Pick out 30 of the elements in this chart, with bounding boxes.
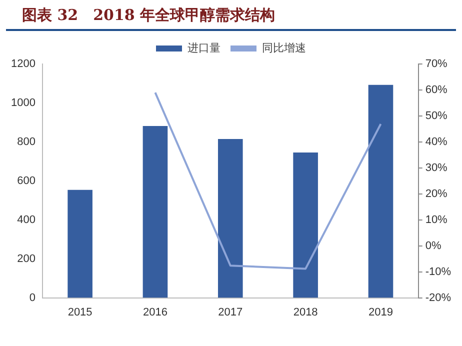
bar — [68, 190, 92, 298]
legend-label: 同比增速 — [262, 41, 306, 54]
y-tick-label: 1000 — [10, 97, 36, 109]
x-tick-label: 2018 — [293, 306, 318, 318]
x-tick-label: 2015 — [68, 306, 92, 318]
y-tick-label: 400 — [17, 214, 36, 226]
legend-label: 进口量 — [188, 41, 220, 54]
y-tick-label: 1200 — [10, 58, 36, 70]
y2-tick-label: -20% — [425, 292, 452, 304]
bar — [218, 139, 243, 298]
bar — [293, 152, 318, 298]
y2-tick-label: 40% — [425, 136, 448, 148]
y2-tick-label: 50% — [425, 110, 448, 122]
y2-tick-label: 10% — [425, 214, 448, 226]
y-tick-label: 200 — [17, 252, 36, 265]
y2-tick-label: 30% — [425, 162, 448, 174]
x-tick-label: 2016 — [142, 306, 168, 318]
bar — [368, 84, 394, 298]
chart-title: 图表 32 2018 年全球甲醇需求结构 — [6, 0, 456, 31]
y2-tick-label: 70% — [425, 58, 448, 70]
y2-tick-label: 60% — [425, 84, 448, 96]
y-tick-label: 0 — [29, 292, 36, 304]
x-tick-label: 2017 — [218, 306, 243, 318]
bar — [142, 126, 168, 298]
y2-tick-label: 20% — [425, 188, 448, 200]
y-tick-label: 800 — [17, 136, 36, 148]
x-tick-label: 2019 — [368, 306, 393, 318]
y2-tick-label: 0% — [425, 240, 442, 252]
y-tick-label: 600 — [17, 174, 36, 187]
y2-tick-label: -10% — [425, 266, 452, 278]
